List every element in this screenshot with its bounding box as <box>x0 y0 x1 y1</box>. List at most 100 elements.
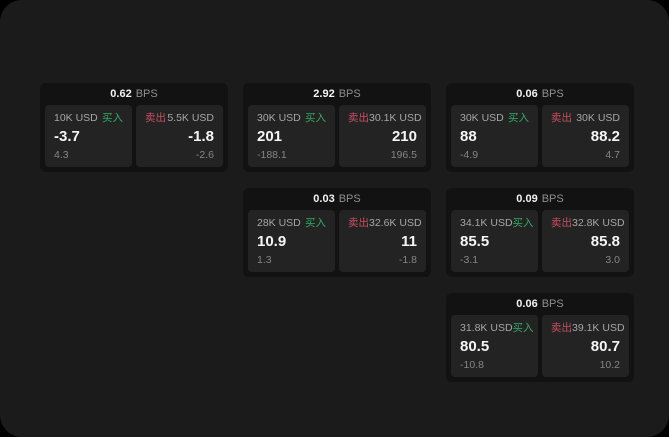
bps-unit-label: BPS <box>541 193 564 205</box>
sell-delta: 196.5 <box>390 149 417 161</box>
bps-unit-label: BPS <box>541 88 564 100</box>
buy-amount: 31.8K USD <box>460 322 513 334</box>
bps-unit-label: BPS <box>541 298 564 310</box>
buy-delta: -4.9 <box>460 149 479 161</box>
bps-value: 0.06 <box>516 88 538 100</box>
buy-panel[interactable]: 30K USD 买入 88 -4.9 <box>451 105 538 167</box>
sell-delta: 4.7 <box>605 149 620 161</box>
buy-label: 买入 <box>305 112 326 124</box>
bps-value: 2.92 <box>313 88 335 100</box>
sell-panel-top: 卖出 30K USD <box>551 112 620 124</box>
buy-panel-top: 28K USD 买入 <box>257 217 326 229</box>
bps-unit-label: BPS <box>135 88 158 100</box>
panels-row: 30K USD 买入 88 -4.9 卖出 30K USD 88.2 4.7 <box>446 105 634 172</box>
panels-row: 28K USD 买入 10.9 1.3 卖出 32.6K USD 11 -1.8 <box>243 210 431 277</box>
sell-price: -1.8 <box>188 128 214 145</box>
sell-amount: 30.1K USD <box>369 112 422 124</box>
card-header: 0.06 BPS <box>446 83 634 105</box>
buy-panel[interactable]: 31.8K USD 买入 80.5 -10.8 <box>451 315 538 377</box>
buy-panel[interactable]: 10K USD 买入 -3.7 4.3 <box>45 105 132 167</box>
sell-label: 卖出 <box>551 322 572 334</box>
sell-label: 卖出 <box>551 217 572 229</box>
sell-delta: -1.8 <box>398 254 417 266</box>
buy-panel-top: 30K USD 买入 <box>257 112 326 124</box>
sell-amount: 32.8K USD <box>572 217 625 229</box>
sell-panel[interactable]: 卖出 5.5K USD -1.8 -2.6 <box>136 105 223 167</box>
bps-value: 0.03 <box>313 193 335 205</box>
sell-delta: -2.6 <box>195 149 214 161</box>
buy-delta: -3.1 <box>460 254 479 266</box>
card-header: 0.06 BPS <box>446 293 634 315</box>
sell-price: 80.7 <box>590 338 620 355</box>
sell-panel-top: 卖出 32.6K USD <box>348 217 422 229</box>
bps-value: 0.06 <box>516 298 538 310</box>
buy-panel[interactable]: 34.1K USD 买入 85.5 -3.1 <box>451 210 538 272</box>
sell-amount: 39.1K USD <box>572 322 625 334</box>
buy-label: 买入 <box>512 217 534 229</box>
buy-label: 买入 <box>102 112 123 124</box>
buy-price: 88 <box>460 128 477 145</box>
buy-amount: 30K USD <box>257 112 301 124</box>
buy-panel-top: 34.1K USD 买入 <box>460 217 534 229</box>
bps-value: 0.62 <box>110 88 132 100</box>
buy-panel-top: 10K USD 买入 <box>54 112 123 124</box>
sell-price: 11 <box>401 233 417 250</box>
panels-row: 10K USD 买入 -3.7 4.3 卖出 5.5K USD -1.8 -2.… <box>40 105 228 172</box>
buy-panel-top: 30K USD 买入 <box>460 112 529 124</box>
buy-delta: 4.3 <box>54 149 69 161</box>
sell-label: 卖出 <box>145 112 166 124</box>
buy-delta: -188.1 <box>257 149 287 161</box>
card-header: 0.03 BPS <box>243 188 431 210</box>
quote-card: 0.03 BPS 28K USD 买入 10.9 1.3 卖出 <box>243 188 431 277</box>
card-header: 2.92 BPS <box>243 83 431 105</box>
sell-amount: 5.5K USD <box>167 112 214 124</box>
sell-panel-top: 卖出 30.1K USD <box>348 112 422 124</box>
buy-price: 80.5 <box>460 338 490 355</box>
quote-card: 2.92 BPS 30K USD 买入 201 -188.1 卖出 <box>243 83 431 172</box>
sell-panel[interactable]: 卖出 32.6K USD 11 -1.8 <box>339 210 426 272</box>
buy-amount: 34.1K USD <box>460 217 513 229</box>
sell-amount: 30K USD <box>576 112 620 124</box>
buy-panel[interactable]: 28K USD 买入 10.9 1.3 <box>248 210 335 272</box>
sell-price: 210 <box>391 128 417 145</box>
buy-label: 买入 <box>305 217 326 229</box>
quote-card: 0.06 BPS 31.8K USD 买入 80.5 -10.8 卖 <box>446 293 634 382</box>
buy-label: 买入 <box>512 322 534 334</box>
buy-label: 买入 <box>508 112 529 124</box>
buy-price: 10.9 <box>257 233 287 250</box>
buy-amount: 28K USD <box>257 217 301 229</box>
sell-label: 卖出 <box>348 217 369 229</box>
sell-panel[interactable]: 卖出 39.1K USD 80.7 10.2 <box>542 315 629 377</box>
sell-panel-top: 卖出 5.5K USD <box>145 112 214 124</box>
panels-row: 34.1K USD 买入 85.5 -3.1 卖出 32.8K USD 85.8… <box>446 210 634 277</box>
buy-panel-top: 31.8K USD 买入 <box>460 322 534 334</box>
buy-price: 201 <box>257 128 283 145</box>
sell-panel[interactable]: 卖出 30.1K USD 210 196.5 <box>339 105 426 167</box>
quote-card-grid: 0.62 BPS 10K USD 买入 -3.7 4.3 卖出 <box>40 83 634 382</box>
buy-amount: 30K USD <box>460 112 504 124</box>
panels-row: 30K USD 买入 201 -188.1 卖出 30.1K USD 210 1… <box>243 105 431 172</box>
bps-value: 0.09 <box>516 193 538 205</box>
card-header: 0.09 BPS <box>446 188 634 210</box>
buy-panel[interactable]: 30K USD 买入 201 -188.1 <box>248 105 335 167</box>
sell-price: 88.2 <box>590 128 620 145</box>
buy-amount: 10K USD <box>54 112 98 124</box>
sell-panel-top: 卖出 32.8K USD <box>551 217 625 229</box>
sell-delta: 3.0 <box>605 254 620 266</box>
card-header: 0.62 BPS <box>40 83 228 105</box>
sell-label: 卖出 <box>551 112 572 124</box>
sell-panel[interactable]: 卖出 32.8K USD 85.8 3.0 <box>542 210 629 272</box>
quote-card: 0.06 BPS 30K USD 买入 88 -4.9 卖出 <box>446 83 634 172</box>
bps-unit-label: BPS <box>338 193 361 205</box>
buy-price: 85.5 <box>460 233 490 250</box>
sell-panel[interactable]: 卖出 30K USD 88.2 4.7 <box>542 105 629 167</box>
sell-delta: 10.2 <box>599 359 620 371</box>
sell-amount: 32.6K USD <box>369 217 422 229</box>
sell-label: 卖出 <box>348 112 369 124</box>
sell-panel-top: 卖出 39.1K USD <box>551 322 625 334</box>
quote-card: 0.62 BPS 10K USD 买入 -3.7 4.3 卖出 <box>40 83 228 172</box>
bps-unit-label: BPS <box>338 88 361 100</box>
panels-row: 31.8K USD 买入 80.5 -10.8 卖出 39.1K USD 80.… <box>446 315 634 382</box>
